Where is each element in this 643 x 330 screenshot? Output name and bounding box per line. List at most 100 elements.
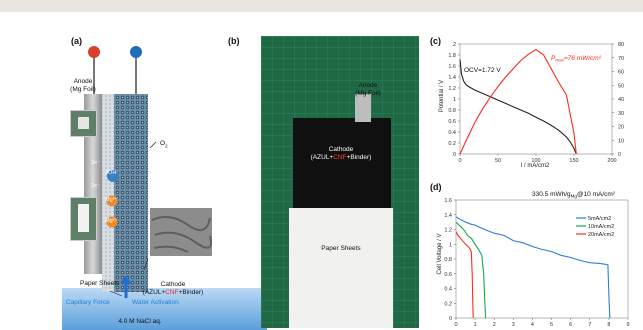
positive-terminal <box>88 46 100 58</box>
chart-c-y2tick-label: 80 <box>618 42 624 48</box>
chart-c-ytick-label: 1.8 <box>448 53 456 59</box>
chart-c-ytick-label: 0.6 <box>448 119 456 125</box>
chart-d-legend-label-1: 10mA/cm2 <box>588 224 614 230</box>
chart-c-y2tick-label: 70 <box>618 56 624 62</box>
chart-c-xlabel: I / mA/cm2 <box>521 163 550 169</box>
mg-foil-strip <box>355 94 371 122</box>
chart-c-y2tick-label: 0 <box>618 152 621 158</box>
paper-sheets-label-a: Paper Sheets <box>80 280 120 287</box>
chart-d-ytick-label: 1.4 <box>444 213 452 219</box>
chart-d-ytick-label: 1.2 <box>444 228 452 234</box>
chart-d-xtick-label: 5 <box>550 322 553 328</box>
mg-ion-label-1: Mg²⁺ <box>105 197 118 203</box>
hydroxide-ion-label: 4OH⁻ <box>105 170 120 176</box>
chart-d-series-line-1 <box>455 221 487 319</box>
nacl-bath <box>62 288 267 330</box>
o2-label: O2 <box>160 140 168 149</box>
chart-c-ytick-label: 2 <box>453 42 456 48</box>
chart-c-ylabel: Potential / V <box>439 80 445 112</box>
paper-photo <box>70 197 97 241</box>
chart-d-legend-label-2: 20mA/cm2 <box>588 232 614 238</box>
chart-c-y2tick-label: 60 <box>618 70 624 76</box>
chart-c-xtick-label: 150 <box>569 158 578 164</box>
chart-c-ytick-label: 1 <box>453 97 456 103</box>
chart-d-xtick-label: 8 <box>607 322 610 328</box>
hydroxide-ion <box>107 170 119 182</box>
chart-d-legend-label-0: 5mA/cm2 <box>588 216 611 222</box>
chart-c-xtick-label: 0 <box>458 158 461 164</box>
chart-c-xtick-label: 200 <box>607 158 616 164</box>
chart-d-ytick-label: 0 <box>449 316 452 322</box>
chart-d-series-line-2 <box>455 231 474 319</box>
chart-d-title: 330.5 mWh/gMg@10 mA/cm² <box>532 191 616 199</box>
chart-d-xtick-label: 6 <box>569 322 572 328</box>
anode-label-b: Anode (Mg Foil) <box>343 82 393 97</box>
chart-d-ytick-label: 0.6 <box>444 272 452 278</box>
chart-c-xtick-label: 100 <box>531 158 540 164</box>
chart-c-y2tick-label: 10 <box>618 138 624 144</box>
nacl-label: 4.0 M NaCl aq. <box>118 318 162 325</box>
electron-label-1: 2e⁻ <box>91 160 101 166</box>
page-top-band <box>0 0 643 12</box>
anode-photo <box>70 110 97 137</box>
anode-label-a-line1: Anode <box>73 78 93 85</box>
chart-c-ocv-annotation: OCV=1.72 V <box>464 67 501 74</box>
paper-sheets-layer <box>102 94 114 292</box>
capillary-force-label: Capillary Force <box>66 299 110 306</box>
cathode-layer <box>114 94 148 292</box>
anode-label-b-line1: Anode <box>358 82 378 89</box>
chart-c-ytick-label: 0 <box>453 152 456 158</box>
cathode-label-a: Cathode (AZUL+CNF+Binder) <box>133 281 213 296</box>
chart-d-xtick-label: 9 <box>626 322 629 328</box>
anode-label-a: Anode (Mg Foil) <box>66 78 100 93</box>
chart-d-ylabel: Cell Voltage / V <box>437 233 443 274</box>
chart-d-ytick-label: 0.8 <box>444 257 452 263</box>
cathode-label-b: Cathode (AZUL+CNF+Binder) <box>296 146 386 161</box>
water-activation-label: Water Activation <box>132 299 179 306</box>
chart-c-ytick-label: 1.4 <box>448 75 456 81</box>
chart-d-series-line-0 <box>455 216 611 319</box>
anode-label-a-line2: (Mg Foil) <box>70 85 96 93</box>
panel-b-letter: (b) <box>228 36 240 46</box>
panel-d-letter: (d) <box>430 182 442 192</box>
chart-d-xtick-label: 1 <box>474 322 477 328</box>
cathode-black <box>293 118 391 210</box>
panel-c-letter: (c) <box>430 36 441 46</box>
chart-d-ytick-label: 1 <box>449 242 452 248</box>
chart-c-y2tick-label: 20 <box>618 125 624 131</box>
negative-terminal <box>130 46 142 58</box>
mg-ion-2 <box>106 216 118 228</box>
panel-a-letter: (a) <box>71 36 82 46</box>
chart-c-ytick-label: 1.2 <box>448 86 456 92</box>
chart-c-ytick-label: 0.4 <box>448 130 456 136</box>
chart-c-y2tick-label: 30 <box>618 111 624 117</box>
chart-c-ytick-label: 1.6 <box>448 64 456 70</box>
chart-c-series-line-1 <box>459 48 577 155</box>
chart-d-ytick-label: 0.2 <box>444 301 452 307</box>
mg-ion-label-2: Mg²⁺ <box>105 218 118 224</box>
chart-c-ytick-label: 0.2 <box>448 141 456 147</box>
chart-c-y2tick-label: 40 <box>618 97 624 103</box>
electron-label-2: 2e⁻ <box>91 183 101 189</box>
chart-c-xtick-label: 50 <box>495 158 501 164</box>
paper-label-b: Paper Sheets <box>321 245 361 252</box>
chart-d-ytick-label: 1.6 <box>444 198 452 204</box>
chart-d-ytick-label: 0.4 <box>444 287 452 293</box>
sem-image-inset <box>150 208 212 256</box>
chart-d-xtick-label: 3 <box>512 322 515 328</box>
chart-d-xtick-label: 4 <box>531 322 534 328</box>
battery-schematic <box>62 46 267 330</box>
chart-d-xtick-label: 2 <box>493 322 496 328</box>
chart-d-xtick-label: 0 <box>454 322 457 328</box>
anode-label-b-line2: (Mg Foil) <box>355 89 381 97</box>
chart-c-y2tick-label: 50 <box>618 83 624 89</box>
cathode-label-b-line1: Cathode <box>328 146 354 153</box>
mg-ion-1 <box>106 195 118 207</box>
chart-d: Cell Voltage / V 330.5 mWh/gMg@10 mA/cm²… <box>437 191 630 328</box>
chart-d-xtick-label: 7 <box>588 322 591 328</box>
chart-c: Potential / V I / mA/cm2 OCV=1.72 V Pmax… <box>439 42 624 169</box>
cathode-label-a-line1: Cathode <box>160 281 186 288</box>
chart-c-series-line-0 <box>459 59 577 155</box>
chart-c-ytick-label: 0.8 <box>448 108 456 114</box>
device-photo <box>261 36 419 328</box>
